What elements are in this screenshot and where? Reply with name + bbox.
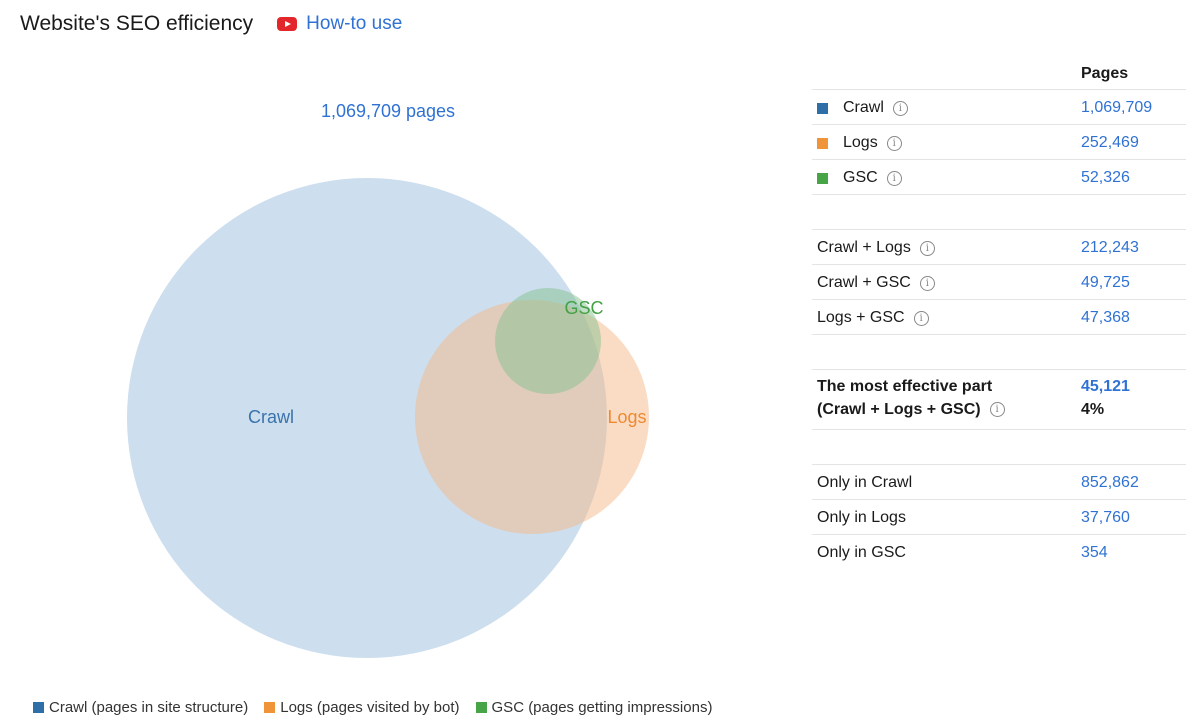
info-icon[interactable]: i [886, 135, 902, 151]
table-row-crawl: Crawl i 1,069,709 [812, 90, 1186, 125]
table-spacer [812, 195, 1186, 230]
legend-label-gsc: GSC (pages getting impressions) [491, 699, 713, 716]
table-row-most-effective: The most effective part (Crawl + Logs + … [812, 370, 1186, 430]
row-label: Crawl + Logs [817, 239, 911, 256]
venn-circle-crawl[interactable] [127, 178, 607, 658]
row-label: Only in Crawl [817, 474, 913, 491]
row-label: Crawl + GSC [817, 274, 911, 291]
venn-label-logs: Logs [607, 407, 646, 427]
table-row-only-logs: Only in Logs 37,760 [812, 500, 1186, 535]
table-row-gsc: GSC i 52,326 [812, 160, 1186, 195]
row-value-link[interactable]: 212,243 [1081, 239, 1139, 256]
legend-swatch-crawl [33, 702, 44, 713]
venn-chart: 1,069,709 pages Crawl Logs GSC [127, 101, 649, 658]
legend-swatch-gsc [475, 702, 487, 713]
legend-item-gsc[interactable]: GSC (pages getting impressions) [475, 699, 713, 716]
table-spacer [812, 335, 1186, 370]
color-swatch-gsc [817, 172, 828, 184]
table-row-crawl-gsc: Crawl + GSC i 49,725 [812, 265, 1186, 300]
youtube-icon [277, 17, 298, 31]
legend-label-crawl: Crawl (pages in site structure) [49, 699, 249, 716]
row-value-link[interactable]: 852,862 [1081, 474, 1139, 491]
info-icon[interactable]: i [913, 310, 929, 326]
how-to-use-link[interactable]: How-to use [277, 13, 402, 35]
venn-circle-gsc[interactable] [495, 288, 601, 394]
row-label: Crawl [843, 99, 884, 116]
color-swatch-logs [817, 137, 828, 149]
color-swatch-crawl [817, 102, 828, 114]
how-to-use-label: How-to use [306, 13, 403, 34]
page-title: Website's SEO efficiency [20, 12, 254, 35]
row-value-link[interactable]: 252,469 [1081, 134, 1139, 151]
venn-label-crawl: Crawl [248, 407, 294, 427]
legend-label-logs: Logs (pages visited by bot) [280, 699, 460, 716]
column-header-pages: Pages [1081, 65, 1129, 82]
table-row-logs: Logs i 252,469 [812, 125, 1186, 160]
table-spacer [812, 430, 1186, 465]
row-label: Logs [843, 134, 878, 151]
pages-table: Pages Crawl i 1,069,709 Logs i 252,469 GSC… [812, 60, 1186, 569]
legend-item-logs[interactable]: Logs (pages visited by bot) [264, 699, 460, 716]
table-row-only-gsc: Only in GSC 354 [812, 535, 1186, 569]
table-row-logs-gsc: Logs + GSC i 47,368 [812, 300, 1186, 335]
row-label: Only in GSC [817, 544, 906, 561]
effective-percent: 4% [1081, 401, 1105, 418]
row-label: Logs + GSC [817, 309, 905, 326]
header: Website's SEO efficiency How-to use [20, 12, 402, 36]
info-icon[interactable]: i [919, 240, 935, 256]
row-value-link[interactable]: 47,368 [1081, 309, 1130, 326]
table-row-crawl-logs: Crawl + Logs i 212,243 [812, 230, 1186, 265]
row-value-link[interactable]: 52,326 [1081, 169, 1130, 186]
effective-label-line1: The most effective part [817, 378, 993, 395]
table-header: Pages [812, 60, 1186, 90]
row-value-link[interactable]: 354 [1081, 544, 1108, 561]
row-value-link[interactable]: 49,725 [1081, 274, 1130, 291]
row-value-link[interactable]: 1,069,709 [1081, 99, 1153, 116]
effective-label-line2: (Crawl + Logs + GSC) [817, 401, 981, 418]
venn-label-gsc: GSC [564, 298, 603, 318]
effective-value-link[interactable]: 45,121 [1081, 378, 1130, 395]
legend-item-crawl[interactable]: Crawl (pages in site structure) [33, 699, 248, 716]
row-label: GSC [843, 169, 878, 186]
info-icon[interactable]: i [989, 402, 1005, 417]
info-icon[interactable]: i [919, 275, 935, 291]
legend-swatch-logs [264, 702, 276, 713]
row-value-link[interactable]: 37,760 [1081, 509, 1130, 526]
chart-legend: Crawl (pages in site structure) Logs (pa… [33, 699, 728, 716]
info-icon[interactable]: i [886, 170, 902, 186]
row-label: Only in Logs [817, 509, 906, 526]
table-row-only-crawl: Only in Crawl 852,862 [812, 465, 1186, 500]
info-icon[interactable]: i [892, 100, 908, 116]
venn-total-label: 1,069,709 pages [321, 101, 455, 121]
